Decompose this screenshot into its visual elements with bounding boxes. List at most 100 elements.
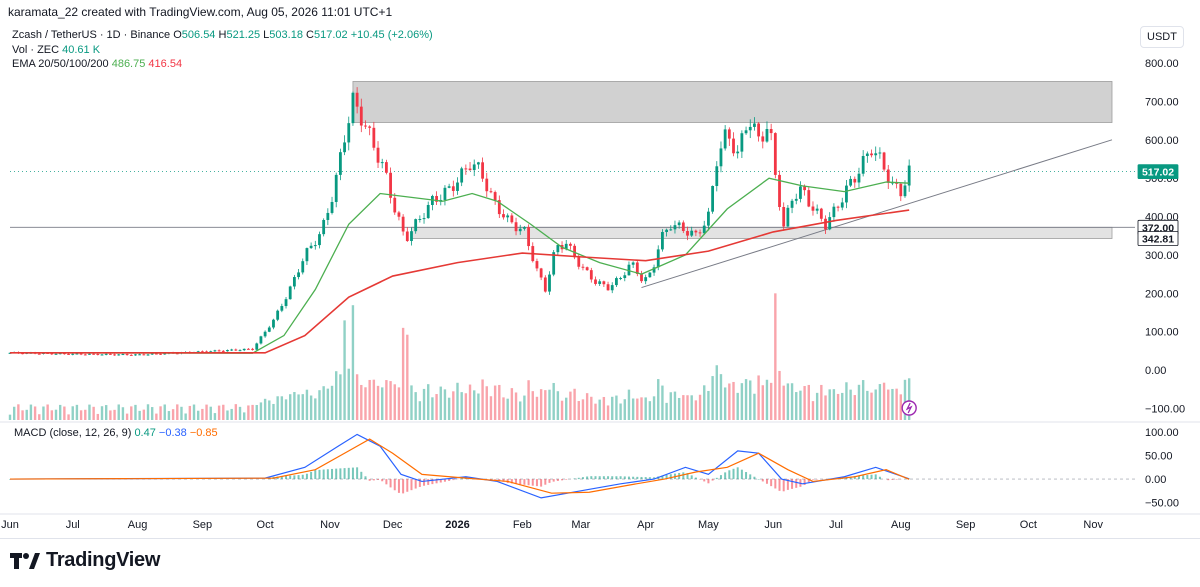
volume-bar — [309, 395, 313, 420]
volume-bar — [335, 371, 338, 420]
volume-bar — [351, 305, 355, 420]
macd-histogram-bar — [807, 479, 810, 483]
chart-canvas[interactable]: −100.000.00100.00200.00300.00400.00500.0… — [0, 0, 1200, 540]
histogram-value: −0.85 — [189, 427, 218, 439]
macd-histogram-bar — [870, 474, 873, 480]
candle-body — [681, 222, 685, 232]
macd-histogram-bar — [853, 475, 856, 480]
candle-body — [154, 353, 158, 355]
volume-value: 40.61 K — [62, 43, 101, 56]
volume-bar — [284, 399, 288, 420]
macd-histogram-bar — [849, 476, 852, 480]
candle-body — [677, 222, 681, 226]
volume-bar — [360, 384, 363, 420]
volume-bar — [849, 389, 852, 420]
candle-body — [619, 278, 622, 280]
volume-bar — [38, 414, 41, 420]
volume-bar — [347, 368, 350, 420]
symbol-title[interactable]: Zcash / TetherUS · 1D · Binance — [12, 29, 171, 41]
candle-body — [694, 230, 698, 233]
candle-body — [322, 219, 326, 235]
macd-histogram-bar — [665, 474, 668, 480]
candle-body — [610, 285, 614, 291]
macd-axis-tick: −50.00 — [1145, 498, 1179, 510]
candle-body — [301, 261, 305, 273]
candle-body — [384, 162, 388, 173]
candle-body — [832, 206, 836, 218]
candle-body — [288, 286, 292, 300]
volume-bar — [870, 392, 873, 420]
time-axis-tick: Jul — [66, 519, 80, 531]
macd-histogram-bar — [653, 477, 656, 480]
price-axis-tick: 800.00 — [1145, 58, 1179, 70]
high-label: H — [218, 29, 227, 41]
volume-bar — [21, 410, 24, 420]
macd-histogram-bar — [862, 475, 865, 480]
candle-body — [782, 206, 786, 227]
macd-histogram-bar — [510, 479, 513, 484]
macd-histogram-bar — [619, 476, 622, 480]
volume-bar — [498, 384, 501, 420]
volume-bar — [757, 375, 760, 420]
volume-bar — [887, 389, 890, 420]
volume-bar — [841, 392, 844, 420]
volume-bar — [644, 397, 647, 420]
volume-bar — [385, 380, 388, 420]
macd-histogram-bar — [285, 475, 288, 480]
volume-bar — [339, 374, 342, 420]
macd-histogram-bar — [423, 479, 426, 486]
candle-body — [401, 216, 405, 232]
price-axis-tick: 200.00 — [1145, 288, 1179, 300]
candle-body — [334, 174, 338, 202]
candle-body — [414, 219, 418, 232]
macd-histogram-bar — [452, 479, 455, 481]
candle-body — [380, 162, 384, 164]
candle-body — [849, 178, 853, 186]
macd-histogram-bar — [385, 479, 388, 485]
candle-body — [707, 211, 710, 226]
macd-legend[interactable]: MACD (close, 12, 26, 9) 0.47 −0.38 −0.85 — [14, 427, 218, 439]
price-axis-tick: 300.00 — [1145, 250, 1179, 262]
currency-unit-button[interactable]: USDT — [1140, 26, 1184, 48]
volume-bar — [820, 384, 823, 420]
volume-bar — [364, 387, 367, 420]
macd-histogram-bar — [318, 469, 321, 480]
candle-body — [251, 348, 254, 350]
macd-value: 0.47 — [134, 427, 156, 439]
volume-bar — [280, 396, 284, 420]
volume-bar — [799, 390, 802, 420]
tradingview-logo[interactable]: TradingView — [10, 549, 160, 572]
volume-bar — [627, 389, 631, 420]
candle-body — [698, 232, 702, 234]
candle-body — [226, 350, 229, 352]
close-label: C — [306, 29, 314, 41]
volume-bar — [443, 389, 447, 420]
candle-body — [564, 243, 568, 250]
candle-body — [405, 231, 409, 242]
macd-histogram-bar — [393, 479, 396, 491]
candle-body — [569, 243, 572, 246]
candle-body — [234, 349, 238, 351]
macd-histogram-bar — [9, 479, 11, 480]
candle-body — [305, 248, 309, 262]
macd-histogram-bar — [535, 479, 538, 487]
macd-histogram-bar — [749, 474, 752, 480]
candle-body — [426, 204, 430, 219]
volume-bar — [142, 409, 146, 420]
volume-bar — [640, 397, 643, 420]
level-label-342: 342.81 — [1142, 234, 1174, 246]
volume-bar — [828, 389, 831, 420]
macd-histogram-bar — [782, 479, 785, 492]
volume-bar — [493, 385, 497, 420]
volume-row[interactable]: Vol · ZEC 40.61 K — [12, 43, 433, 58]
ohlc-row[interactable]: Zcash / TetherUS · 1D · Binance O506.54 … — [12, 28, 433, 43]
volume-bar — [58, 404, 62, 420]
candle-body — [640, 273, 643, 282]
candle-body — [882, 152, 886, 170]
ema-row[interactable]: EMA 20/50/100/200 486.75 416.54 — [12, 57, 433, 72]
macd-histogram-bar — [577, 477, 580, 480]
volume-bar — [422, 388, 426, 420]
candle-body — [129, 354, 133, 356]
volume-bar — [590, 396, 593, 420]
macd-histogram-bar — [326, 469, 329, 480]
